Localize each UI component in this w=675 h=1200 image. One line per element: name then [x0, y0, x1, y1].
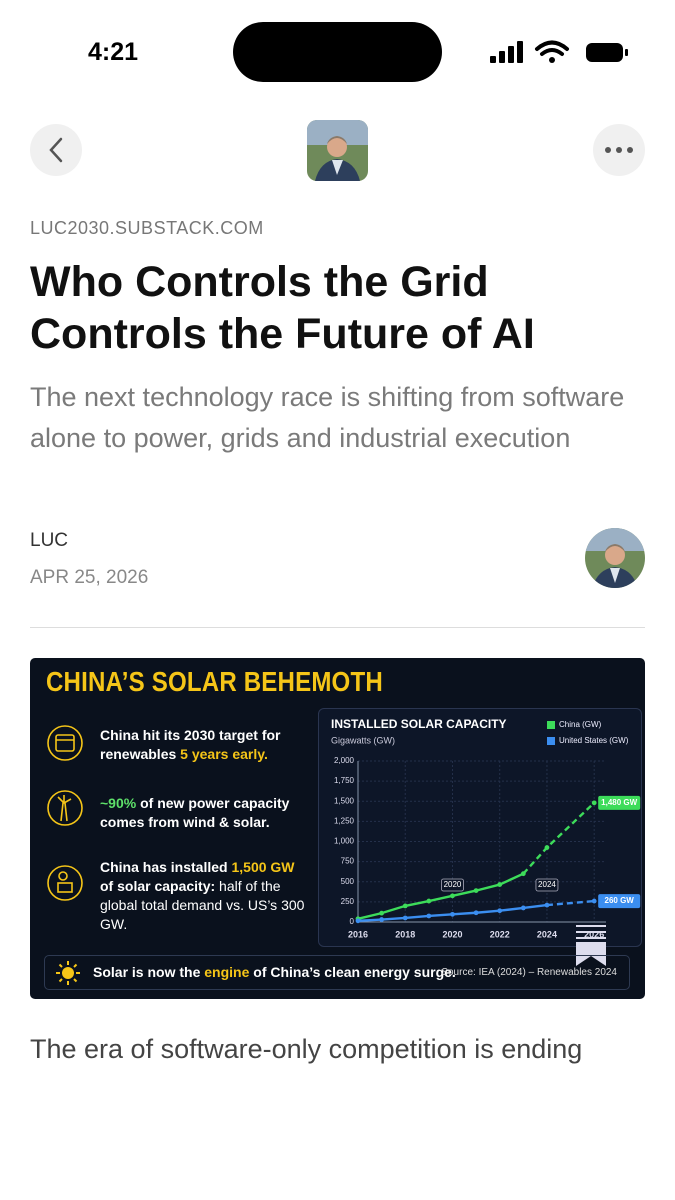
series-line-dashed	[522, 801, 596, 875]
data-point	[379, 917, 385, 922]
y-tick-label: 1,500	[334, 796, 355, 805]
body-text: The era of software-only competition is …	[30, 1034, 583, 1064]
data-point	[450, 893, 455, 899]
clock: 4:21	[88, 38, 139, 66]
dynamic-island	[233, 22, 442, 82]
sun-icon	[56, 961, 80, 985]
text-run: China has installed	[100, 859, 232, 875]
data-point	[497, 908, 503, 914]
text-run: China hit its 2030 target for renewables	[100, 727, 281, 762]
x-tick-label: 2016	[348, 929, 368, 939]
publication-name[interactable]: LUC2030.SUBSTACK.COM	[30, 218, 264, 238]
chart-title: INSTALLED SOLAR CAPACITY	[331, 717, 507, 731]
value-label: 260 GW	[605, 896, 635, 905]
x-tick-label: 2026	[584, 929, 604, 939]
x-tick-label: 2024	[537, 929, 557, 939]
author-avatar[interactable]	[584, 527, 646, 589]
text-run: of new power capacity comes from wind & …	[100, 795, 290, 830]
data-point	[402, 903, 408, 909]
annotation-box	[535, 878, 559, 892]
annotation: 2024	[538, 880, 556, 889]
publication-avatar[interactable]	[307, 120, 368, 181]
publish-date: APR 25, 2026	[30, 567, 149, 588]
status-bar-icons	[233, 22, 628, 82]
fact: China has installed 1,500 GW of solar ca…	[100, 858, 305, 934]
text-run: half of the global total demand vs. US’s…	[100, 878, 305, 932]
y-tick-label: 750	[341, 857, 355, 866]
author-name[interactable]: LUC	[30, 530, 69, 551]
signal-icon	[490, 41, 523, 63]
data-point	[379, 910, 385, 916]
legend-label: China (GW)	[559, 720, 602, 729]
y-tick-label: 0	[350, 917, 355, 926]
data-point	[497, 882, 503, 887]
text-run: 5 years early.	[180, 746, 268, 762]
more-button[interactable]	[593, 124, 645, 176]
series-line	[357, 872, 524, 920]
y-tick-label: 500	[341, 877, 355, 886]
source: Source: IEA (2024) – Renewables 2024	[441, 967, 617, 978]
data-point	[450, 911, 455, 917]
nav-bar	[30, 120, 645, 181]
data-point	[473, 910, 479, 916]
annotation: 2020	[444, 880, 462, 889]
value-label-box	[598, 894, 641, 909]
series-line-dashed	[546, 899, 595, 907]
chart-subtitle: Gigawatts (GW)	[331, 735, 395, 745]
text-run: 1,500 GW	[231, 859, 295, 875]
banner-text: Solar is now the engine of China’s clean…	[93, 964, 456, 980]
x-tick-label: 2022	[490, 929, 510, 939]
data-point	[355, 918, 361, 924]
y-tick-label: 2,000	[334, 756, 355, 765]
battery-tip	[625, 49, 628, 56]
data-point	[402, 915, 408, 921]
value-label: 1,480 GW	[601, 798, 637, 807]
data-point	[426, 898, 432, 904]
battery-icon	[586, 43, 623, 62]
data-point	[544, 902, 550, 908]
x-tick-label: 2020	[442, 929, 462, 939]
data-point	[426, 913, 432, 919]
x-tick-label: 2018	[395, 929, 415, 939]
text-run: of solar capacity:	[100, 878, 216, 894]
wifi-dot	[549, 57, 555, 63]
legend-swatch	[547, 737, 555, 745]
fact: ~90% of new power capacity comes from wi…	[100, 794, 305, 832]
chart: INSTALLED SOLAR CAPACITY Gigawatts (GW) 0 2…	[331, 717, 641, 939]
wifi-icon	[535, 40, 569, 56]
text-run: engine	[204, 964, 250, 980]
fact: China hit its 2030 target for renewables…	[100, 726, 305, 764]
value-label-box	[598, 795, 641, 810]
infographic[interactable]: CHINA’S SOLAR BEHEMOTH China hit its 203…	[30, 658, 645, 999]
back-button[interactable]	[30, 124, 82, 176]
text-run: ~90%	[100, 795, 137, 811]
data-point	[473, 888, 479, 894]
chart-panel: INSTALLED SOLAR CAPACITY Gigawatts (GW) 0 2…	[318, 708, 642, 947]
data-point	[520, 871, 526, 877]
data-point	[591, 800, 597, 806]
article-title: Who Controls the Grid Controls the Futur…	[30, 258, 535, 358]
legend-label: United States (GW)	[559, 736, 629, 745]
article-subtitle: The next technology race is shifting fro…	[30, 382, 625, 453]
y-tick-label: 250	[341, 897, 355, 906]
divider	[30, 627, 645, 628]
y-tick-label: 1,000	[334, 837, 355, 846]
bookmark-icon[interactable]	[572, 924, 612, 968]
fact-icons	[47, 725, 83, 901]
annotation-box	[441, 878, 464, 892]
data-point	[520, 905, 526, 911]
data-point	[591, 898, 597, 904]
banner: Solar is now the engine of China’s clean…	[44, 955, 630, 990]
text-run: of China’s clean energy surge.	[249, 964, 456, 980]
legend-swatch	[547, 721, 555, 729]
y-tick-label: 1,750	[334, 776, 355, 785]
infographic-title: CHINA’S SOLAR BEHEMOTH	[46, 666, 383, 697]
data-point	[544, 845, 550, 850]
text-run: Solar is now the	[93, 964, 205, 980]
y-tick-label: 1,250	[334, 816, 355, 825]
